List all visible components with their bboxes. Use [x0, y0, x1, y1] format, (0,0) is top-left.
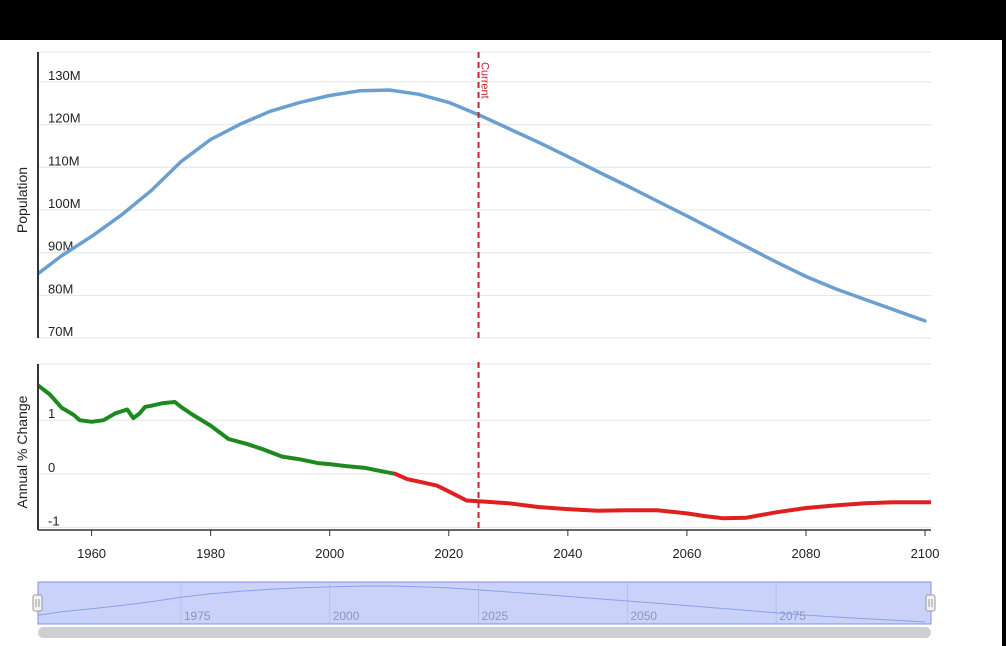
navigator-selection[interactable]: [37, 581, 932, 625]
population-y-ticks: 70M 80M 90M 100M 110M 120M 130M: [48, 68, 81, 339]
population-y-tick-label: 100M: [48, 196, 81, 211]
population-y-tick-label: 110M: [48, 153, 80, 168]
population-y-tick-label: 90M: [48, 239, 73, 254]
x-tick-label: 1960: [77, 546, 106, 561]
top-black-bar: [0, 0, 1006, 40]
navigator-handle-left[interactable]: [32, 594, 43, 612]
current-year-marker: Current: [477, 52, 491, 530]
x-tick-label: 2040: [553, 546, 582, 561]
x-tick-label: 2080: [792, 546, 821, 561]
population-y-tick-label: 120M: [48, 111, 81, 126]
change-line-0: [38, 383, 398, 476]
x-tick-label: 2060: [672, 546, 701, 561]
change-line-1: [393, 471, 931, 521]
population-y-axis-title: Population: [14, 167, 30, 233]
current-label: Current: [479, 62, 491, 99]
population-y-tick-label: 80M: [48, 281, 73, 296]
population-gridlines: [38, 51, 931, 339]
x-tick-label: 2020: [434, 546, 463, 561]
range-navigator[interactable]: 19752000202520502075: [32, 581, 936, 638]
change-series: [38, 383, 931, 521]
navigator-handle-right[interactable]: [925, 594, 936, 612]
x-tick-label: 2100: [911, 546, 940, 561]
right-black-bar: [1002, 40, 1006, 646]
x-tick-label: 1980: [196, 546, 225, 561]
x-axis-ticks: 1960 1980 2000 2020 2040 2060 2080 2100: [77, 530, 940, 561]
navigator-scrollbar[interactable]: [38, 627, 931, 638]
change-y-tick-label: 0: [48, 460, 55, 475]
change-y-axis-title: Annual % Change: [14, 395, 30, 508]
change-y-tick-label: 1: [48, 406, 55, 421]
population-y-tick-label: 130M: [48, 68, 81, 83]
population-y-tick-label: 70M: [48, 324, 73, 339]
change-y-tick-label: -1: [48, 513, 60, 528]
change-y-ticks: 1 0 -1: [48, 406, 60, 528]
change-gridlines: [38, 363, 931, 528]
x-tick-label: 2000: [315, 546, 344, 561]
